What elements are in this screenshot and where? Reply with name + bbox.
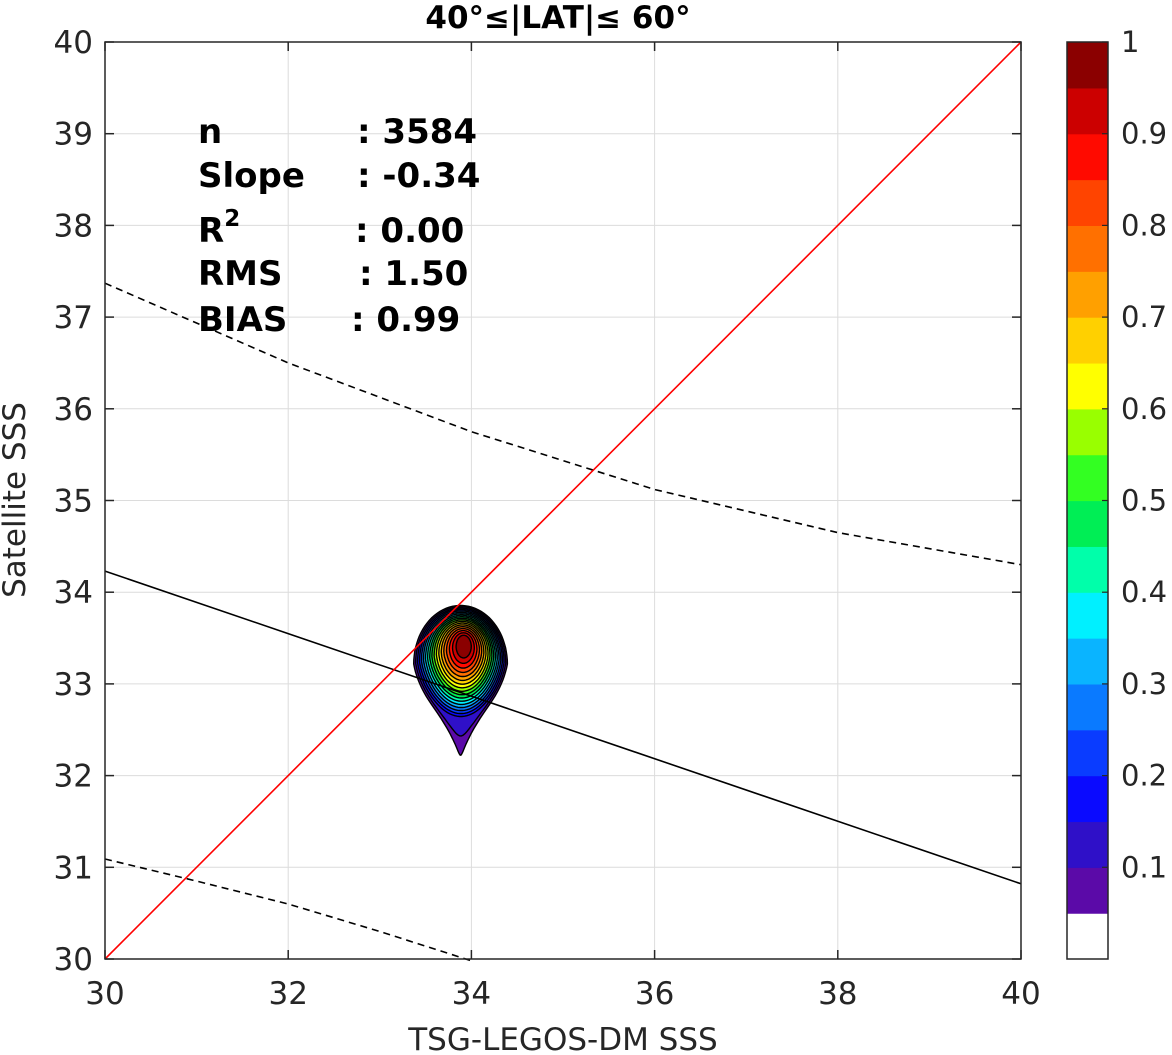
colorbar-segment [1067, 133, 1108, 181]
stat-value: : 0.99 [351, 300, 460, 340]
y-tick-label: 38 [54, 208, 93, 244]
colorbar-segment [1067, 913, 1108, 960]
stat-label: BIAS [198, 300, 287, 340]
stat-value: : 1.50 [359, 254, 468, 294]
one-to-one-line [104, 41, 1022, 960]
colorbar-segment [1067, 87, 1108, 135]
x-tick-label: 30 [85, 976, 124, 1012]
colorbar-tick-label: 0.2 [1121, 759, 1167, 793]
colorbar-segment [1067, 867, 1108, 914]
y-tick-label: 39 [54, 117, 93, 153]
colorbar-segment [1067, 225, 1108, 272]
y-tick-label: 36 [54, 392, 93, 428]
colorbar-tick-label: 0.6 [1121, 392, 1167, 426]
stat-label: Slope [198, 156, 305, 196]
contour-level-19 [455, 634, 472, 659]
colorbar-tick-label: 0.1 [1121, 850, 1167, 884]
stat-value: : -0.34 [357, 156, 480, 196]
lines [104, 41, 1022, 962]
stat-label: n [198, 112, 222, 152]
colorbar-segment [1067, 317, 1108, 364]
y-tick-label: 31 [54, 850, 93, 886]
y-tick-label: 37 [54, 300, 93, 336]
y-tick-label: 35 [54, 484, 93, 520]
colorbar-segment [1067, 683, 1108, 731]
colorbar-segment [1067, 638, 1108, 685]
density-contours [412, 604, 509, 756]
stat-value: : 3584 [357, 112, 477, 152]
colorbar-segment [1067, 362, 1108, 410]
x-tick-label: 38 [818, 976, 857, 1012]
colorbar-segment [1067, 179, 1108, 226]
colorbar-segment [1067, 546, 1108, 593]
colorbar-tick-label: 1 [1121, 25, 1139, 59]
grid [105, 42, 1021, 959]
colorbar-segment [1067, 408, 1108, 456]
colorbar: 0.1 0.2 0.3 0.4 0.5 0.6 0.7 0.8 0.9 1 [1066, 25, 1167, 960]
colorbar-tick-label: 0.8 [1121, 208, 1167, 242]
y-tick-label: 34 [54, 575, 93, 611]
y-tick-label: 33 [54, 667, 93, 703]
fit-line [104, 570, 1022, 885]
colorbar-segment [1067, 729, 1108, 777]
colorbar-segment [1067, 775, 1108, 823]
stat-value: : 0.00 [355, 211, 464, 251]
y-tick-label: 32 [54, 759, 93, 795]
y-tick-label: 40 [54, 25, 93, 61]
colorbar-segment [1067, 271, 1108, 318]
colorbar-segment [1067, 454, 1108, 502]
x-tick-label: 40 [1001, 976, 1040, 1012]
x-tick-label: 32 [268, 976, 307, 1012]
colorbar-segment [1067, 821, 1108, 868]
y-axis-label: Satellite SSS [0, 402, 33, 598]
chart-title: 40°≤|LAT|≤ 60° [425, 0, 690, 36]
colorbar-tick-label: 0.7 [1121, 300, 1167, 334]
confidence-lower-line [104, 858, 472, 962]
colorbar-tick-label: 0.5 [1121, 484, 1167, 518]
y-tick-label: 30 [54, 942, 93, 978]
colorbar-segment [1067, 42, 1108, 89]
colorbar-segment [1067, 500, 1108, 547]
x-axis-label: TSG-LEGOS-DM SSS [407, 1022, 717, 1055]
colorbar-tick-label: 0.9 [1121, 117, 1167, 151]
stat-label: RMS [198, 254, 283, 294]
confidence-upper-line [104, 282, 1022, 566]
colorbar-segment [1067, 592, 1108, 639]
x-tick-label: 34 [452, 976, 491, 1012]
axis-ticks: 30 32 34 36 38 40 30 31 32 33 34 35 36 37 38 39 40 [54, 25, 1041, 1012]
colorbar-tick-label: 0.4 [1121, 575, 1167, 609]
colorbar-tick-label: 0.3 [1121, 667, 1167, 701]
x-tick-label: 36 [635, 976, 674, 1012]
